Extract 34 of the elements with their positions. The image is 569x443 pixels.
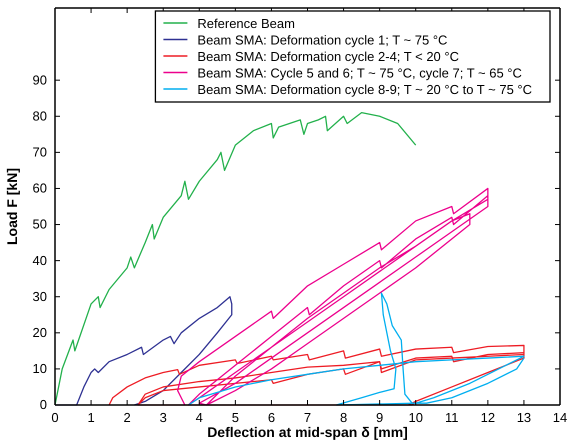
x-tick-label: 12 (480, 410, 496, 426)
y-tick-label: 90 (32, 72, 47, 88)
y-tick-label: 20 (32, 324, 47, 340)
legend-label: Beam SMA: Cycle 5 and 6; T ~ 75 °C, cycle 7; T ~ 65 °C (197, 66, 522, 80)
legend-label: Reference Beam (197, 16, 295, 31)
y-tick-label: 10 (32, 361, 47, 376)
x-tick-label: 6 (268, 410, 276, 426)
x-tick-label: 10 (408, 410, 423, 426)
x-tick-label: 0 (51, 410, 59, 426)
y-tick-label: 40 (32, 252, 47, 268)
x-tick-label: 14 (552, 410, 568, 426)
line-series (188, 292, 525, 406)
x-tick-label: 4 (196, 410, 203, 426)
y-tick-label: 70 (32, 144, 47, 160)
y-tick-label: 80 (32, 108, 47, 124)
x-tick-label: 13 (516, 410, 532, 426)
y-tick-label: 50 (32, 216, 47, 232)
x-axis-title: Deflection at mid-span δ [mm] (207, 424, 408, 440)
x-tick-label: 11 (445, 410, 459, 426)
y-tick-label: 30 (32, 288, 47, 304)
x-tick-label: 8 (340, 410, 348, 426)
x-tick-label: 1 (87, 410, 95, 426)
x-tick-label: 2 (124, 410, 131, 426)
line-series (176, 188, 489, 406)
x-tick-label: 7 (304, 410, 312, 426)
y-tick-label: 0 (40, 397, 47, 412)
legend-label: Beam SMA: Deformation cycle 1; T ~ 75 °C (197, 32, 448, 48)
legend-label: Beam SMA: Deformation cycle 8-9; T ~ 20 °C to T ~ 75 °C (197, 82, 532, 97)
x-tick-label: 9 (376, 410, 384, 426)
y-tick-label: 60 (32, 180, 47, 196)
x-tick-label: 3 (160, 410, 167, 426)
legend-label: Beam SMA: Deformation cycle 2-4; T < 20 °C (197, 49, 459, 64)
x-tick-label: 5 (232, 410, 239, 426)
y-axis-title: Load F [kN] (4, 168, 20, 245)
